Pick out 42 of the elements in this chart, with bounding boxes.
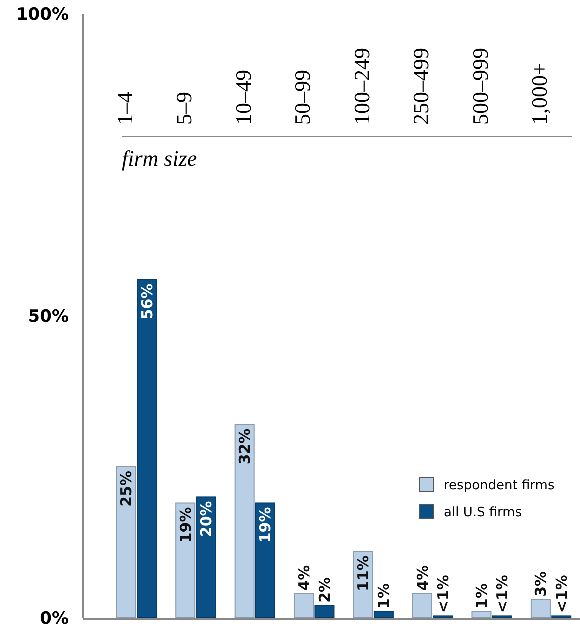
data-label: 19% [256,507,275,544]
bar [412,593,433,618]
x-tick-label: 500–999 [468,48,493,125]
y-tick-label: 100% [16,4,69,25]
data-label: 4% [414,565,432,591]
bar [176,502,196,618]
data-label: <1% [494,575,512,614]
bar [196,496,216,618]
data-label: 25% [118,471,136,507]
x-tick-label: 50–99 [290,70,316,125]
bar [137,279,158,618]
bar [255,502,276,618]
x-tick-label: 10–49 [230,70,256,125]
legend-label: respondent firms [444,478,555,494]
x-tick-label: 100–249 [349,48,374,125]
bar [374,611,394,618]
data-label: 2% [316,577,334,603]
data-label: <1% [434,575,452,614]
legend-label: all U.S firms [444,506,522,521]
data-label: 20% [198,501,216,538]
data-label: 32% [236,428,254,465]
x-tick-label: 1,000+ [526,63,552,125]
bar [116,466,136,618]
x-axis-title: firm size [122,146,198,171]
bar [530,599,551,618]
data-label: 19% [176,507,195,544]
x-tick-label: 1–4 [112,92,138,125]
bar [314,605,335,618]
y-tick-label: 0% [40,608,69,629]
data-label: 4% [295,565,314,591]
data-label: 11% [354,556,373,592]
data-label: <1% [552,575,571,614]
data-label: 56% [138,284,156,320]
bar [234,424,255,618]
data-label: 1% [375,583,394,609]
x-tick-label: 250–499 [408,48,434,125]
y-tick-label: 50% [28,306,69,327]
data-label: 1% [472,583,491,609]
bar [294,593,314,618]
data-label: 3% [532,571,550,597]
bar [472,611,492,618]
x-tick-label: 5–9 [172,92,197,125]
